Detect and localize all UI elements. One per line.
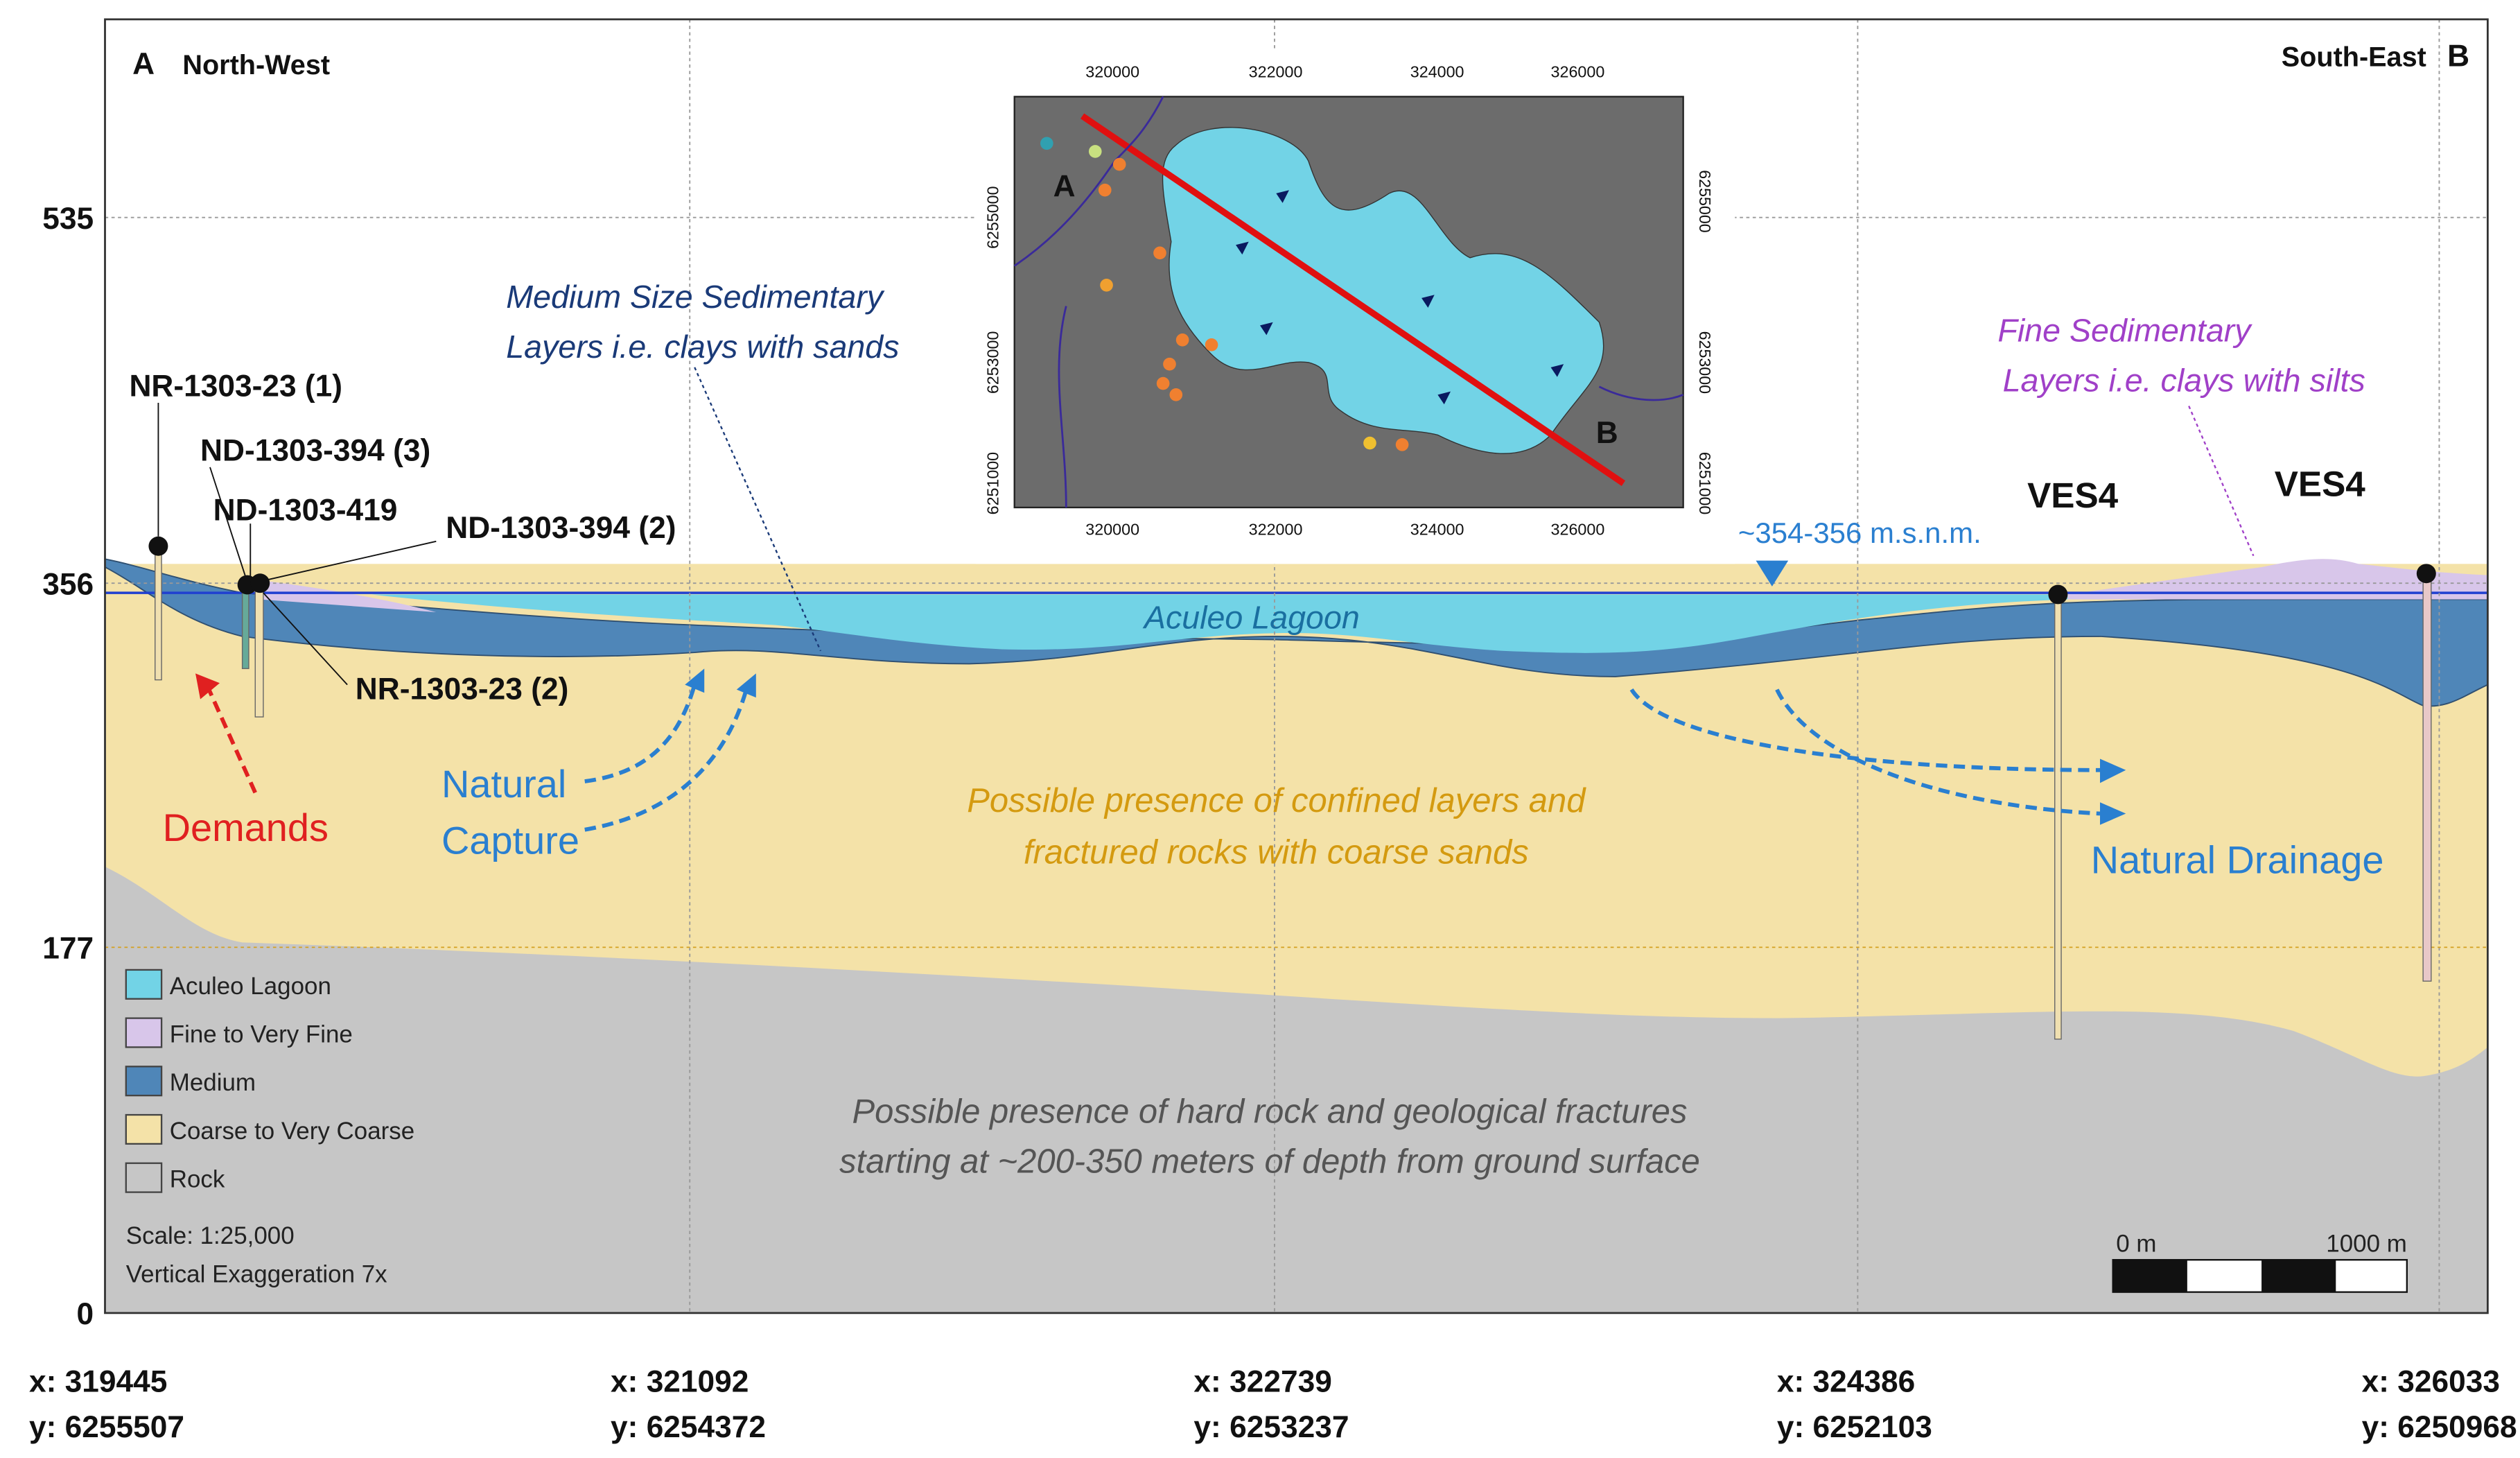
inset-tick: 326000	[1551, 63, 1605, 81]
legend-exaggeration: Vertical Exaggeration 7x	[126, 1261, 387, 1288]
frame	[104, 18, 2489, 1314]
capture-arrows	[584, 684, 2101, 832]
header-label: North-West	[182, 50, 330, 80]
inset-tick: 322000	[1249, 521, 1303, 539]
annotation: fractured rocks with coarse sands	[1024, 834, 1529, 871]
y-tick-label: 535	[42, 202, 94, 236]
x-tick-label: y: 6252103	[1777, 1410, 1932, 1444]
x-tick-label: y: 6253237	[1193, 1410, 1349, 1444]
inset-tick: 6251000	[983, 452, 1001, 514]
inset-tick: 6253000	[1696, 331, 1714, 394]
well-label: NR-1303-23 (1)	[129, 370, 342, 403]
well-label: ND-1303-419	[213, 494, 398, 528]
inset-tick: 326000	[1551, 521, 1605, 539]
inset-tick: 320000	[1085, 63, 1139, 81]
inset-tick: 322000	[1249, 63, 1303, 81]
legend-label: Coarse to Very Coarse	[170, 1118, 414, 1145]
pointer	[694, 367, 822, 652]
well-label: VES4	[2275, 465, 2366, 504]
annotation: ~354-356 m.s.n.m.	[1738, 517, 1981, 549]
inset-tick: 324000	[1410, 63, 1464, 81]
scale-label: 0 m	[2116, 1231, 2156, 1258]
y-tick-label: 356	[42, 568, 94, 602]
x-tick-label: x: 324386	[1777, 1365, 1915, 1399]
annotation: Layers i.e. clays with silts	[2003, 363, 2365, 399]
y-tick-label: 0	[77, 1297, 94, 1331]
header-label: South-East	[2282, 42, 2426, 72]
annotation: Medium Size Sedimentary	[506, 279, 885, 315]
x-axis: x: 319445 y: 6255507 x: 321092 y: 625437…	[29, 1365, 2517, 1444]
pointer	[2188, 406, 2255, 557]
x-tick-label: x: 319445	[29, 1365, 167, 1399]
annotation: Fine Sedimentary	[1997, 313, 2252, 349]
fine-layer	[2067, 559, 2488, 600]
well-label: ND-1303-394 (2)	[446, 511, 676, 545]
x-tick-label: y: 6254372	[611, 1410, 766, 1444]
inset-tick: 6253000	[983, 331, 1001, 394]
header-letter: B	[2447, 39, 2469, 73]
annotation: Natural	[441, 762, 566, 806]
medium-layer	[104, 558, 2489, 707]
arrowheads	[685, 668, 2126, 825]
x-tick-label: x: 322739	[1193, 1365, 1331, 1399]
inset-point: A	[1053, 170, 1076, 204]
inset-tick: 324000	[1410, 521, 1464, 539]
fine-layer	[258, 580, 437, 613]
annotation: Natural Drainage	[2091, 838, 2384, 882]
scale-bar	[2112, 1259, 2408, 1293]
inset-map	[975, 48, 1735, 564]
inset-tick: 6251000	[1696, 452, 1714, 514]
legend: Aculeo Lagoon Fine to Very Fine Medium C…	[125, 969, 414, 1288]
legend-label: Fine to Very Fine	[170, 1021, 353, 1048]
x-tick-label: y: 6250968	[2362, 1410, 2517, 1444]
annotation: Capture	[441, 819, 579, 862]
arrow	[204, 684, 257, 794]
annotation: Layers i.e. clays with sands	[506, 329, 899, 365]
inset-tick: 6255000	[1696, 170, 1714, 232]
legend-scale: Scale: 1:25,000	[126, 1222, 295, 1249]
annotation: Aculeo Lagoon	[1142, 599, 1360, 635]
y-axis: 535 356 177 0	[42, 202, 94, 1331]
well-label: VES4	[2027, 476, 2119, 515]
well-label: ND-1303-394 (3)	[200, 434, 430, 468]
legend-label: Medium	[170, 1069, 256, 1096]
well-label: NR-1303-23 (2)	[356, 672, 569, 706]
header-letter: A	[132, 47, 155, 81]
y-tick-label: 177	[42, 932, 94, 966]
arrowhead	[195, 673, 220, 700]
x-tick-label: x: 326033	[2362, 1365, 2500, 1399]
x-tick-label: x: 321092	[611, 1365, 749, 1399]
rock-layer	[105, 867, 2488, 1313]
annotation: Possible presence of hard rock and geolo…	[852, 1093, 1687, 1131]
inset-tick: 6255000	[983, 186, 1001, 248]
scale-label: 1000 m	[2326, 1231, 2407, 1258]
legend-label: Rock	[170, 1166, 225, 1193]
annotation: Possible presence of confined layers and	[967, 782, 1586, 819]
legend-label: Aculeo Lagoon	[170, 973, 331, 1000]
x-tick-label: y: 6255507	[29, 1410, 184, 1444]
water-marker	[1756, 560, 1789, 587]
inset-point: B	[1596, 416, 1618, 450]
lagoon-layer	[371, 594, 2068, 653]
inset-tick: 320000	[1085, 521, 1139, 539]
annotation: Demands	[163, 806, 329, 849]
annotation: starting at ~200-350 meters of depth fro…	[839, 1143, 1700, 1181]
wells	[148, 402, 2436, 1040]
